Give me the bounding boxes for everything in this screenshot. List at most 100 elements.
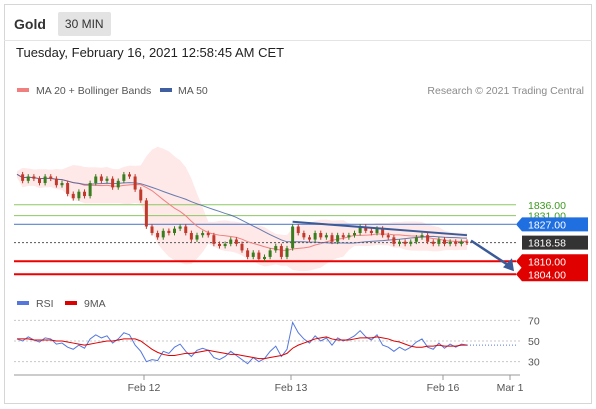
candle-body <box>403 241 407 244</box>
candle-body <box>223 243 227 247</box>
candle-body <box>409 241 413 244</box>
candle-body <box>448 241 452 244</box>
x-tick-label-1: Feb 13 <box>275 382 308 394</box>
level-label-4: 1810.00 <box>528 256 566 268</box>
candle-body <box>313 233 317 240</box>
candle-body <box>431 241 435 244</box>
rsi-ma9-line <box>17 336 467 360</box>
candle-body <box>66 183 70 194</box>
trendline <box>292 220 468 237</box>
candle-body <box>347 235 351 238</box>
candle-body <box>32 176 36 179</box>
candle-body <box>139 189 143 201</box>
candle-body <box>358 226 362 234</box>
candle-body <box>189 233 193 240</box>
level-tag-5 <box>516 267 588 282</box>
candle-body <box>128 174 131 177</box>
rsi-level-label-70: 70 <box>528 315 540 327</box>
candle-body <box>122 174 126 181</box>
candle-body <box>71 193 75 199</box>
candle-body <box>319 233 323 238</box>
candle-body <box>353 233 356 236</box>
candle-body <box>437 239 441 244</box>
chart-header: Gold 30 MIN <box>14 12 111 36</box>
candle-body <box>60 183 64 186</box>
candle-body <box>268 250 272 257</box>
candle-body <box>116 180 120 188</box>
candle-body <box>398 241 401 244</box>
asset-title: Gold <box>14 16 46 32</box>
level-tag-current <box>522 235 588 250</box>
candle-body <box>21 174 25 181</box>
candle-body <box>195 235 199 240</box>
candle-body <box>381 228 385 236</box>
candle-body <box>105 178 109 181</box>
candle-body <box>178 226 182 229</box>
candle-body <box>218 243 221 247</box>
level-label-current: 1818.58 <box>528 238 566 250</box>
candle-body <box>212 235 216 244</box>
candle-body <box>240 243 244 251</box>
candle-body <box>279 246 283 257</box>
projection-arrow-line <box>470 239 511 268</box>
candle-body <box>465 241 469 243</box>
legend-ma9-swatch <box>65 301 77 305</box>
candle-body <box>26 176 30 181</box>
candle-body <box>77 191 81 199</box>
candle-body <box>414 237 418 242</box>
candle-body <box>173 228 176 234</box>
x-tick-label-3: Mar 1 <box>497 382 524 394</box>
candle-body <box>206 233 210 236</box>
x-tick-label-2: Feb 16 <box>427 382 460 394</box>
credit-label: Research © 2021 Trading Central <box>427 85 584 97</box>
candle-body <box>324 235 328 238</box>
candle-body <box>251 252 255 257</box>
candle-body <box>426 235 430 242</box>
candle-body <box>291 226 295 249</box>
candle-body <box>420 235 424 238</box>
level-tag-2 <box>516 217 588 232</box>
candle-body <box>459 241 463 244</box>
candle-body <box>454 241 458 244</box>
ma20-line <box>16 173 468 251</box>
candle-body <box>274 246 278 251</box>
candle-body <box>386 235 390 238</box>
ma50-line <box>16 173 468 244</box>
legend-ma9-label: 9MA <box>84 298 106 310</box>
rsi-level-label-30: 30 <box>528 357 540 369</box>
legend-rsi-label: RSI <box>36 298 54 310</box>
level-label-2: 1827.00 <box>528 219 566 231</box>
legend-ma50-swatch <box>160 88 172 92</box>
candle-body <box>88 183 92 197</box>
legend-rsi-swatch <box>17 301 29 305</box>
candle-body <box>94 176 98 184</box>
candle-body <box>302 233 306 238</box>
candle-body <box>201 233 205 236</box>
candle-body <box>38 178 41 184</box>
candle-body <box>364 226 368 231</box>
candle-body <box>234 239 238 244</box>
candle-body <box>150 226 154 234</box>
candle-body <box>54 178 58 186</box>
candle-body <box>330 235 334 242</box>
candle-body <box>263 256 266 260</box>
candle-body <box>369 230 373 234</box>
candle-body <box>156 233 160 238</box>
candle-body <box>144 200 148 227</box>
candle-body <box>392 237 396 244</box>
candle-body <box>83 191 86 197</box>
candle-body <box>375 228 379 234</box>
candle-body <box>341 235 345 238</box>
projection-arrow-head <box>503 258 514 272</box>
chart-datetime: Tuesday, February 16, 2021 12:58:45 AM C… <box>16 45 285 60</box>
level-tag-4 <box>516 254 588 269</box>
candle-body <box>285 248 289 257</box>
legend-ma20-swatch <box>17 88 29 92</box>
candle-body <box>246 250 250 257</box>
legend-ma20-label: MA 20 + Bollinger Bands <box>36 85 151 97</box>
candle-body <box>229 239 233 244</box>
rsi-level-label-50: 50 <box>528 336 540 348</box>
timeframe-button[interactable]: 30 MIN <box>57 12 111 36</box>
candle-body <box>43 176 47 184</box>
